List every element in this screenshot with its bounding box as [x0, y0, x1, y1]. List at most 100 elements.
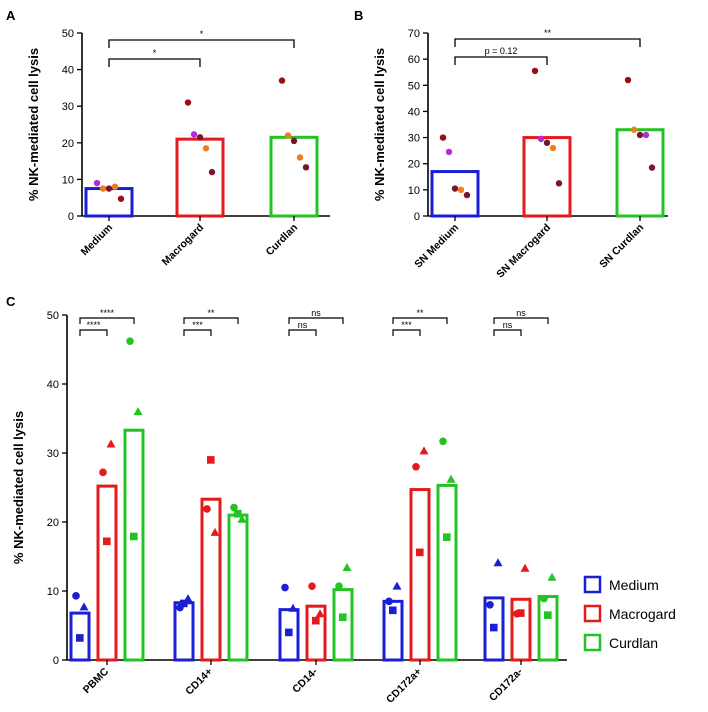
data-point [642, 131, 650, 139]
y-axis-title: % NK-mediated cell lysis [372, 48, 387, 201]
data-point [416, 548, 424, 557]
data-point [302, 164, 310, 171]
significance-label: **** [86, 320, 101, 330]
bar [200, 497, 222, 662]
data-point [439, 437, 447, 446]
bar [123, 428, 145, 662]
x-category-label: SN Medium [412, 222, 461, 271]
significance-bracket [493, 317, 549, 324]
x-category-label: CD172a+ [384, 666, 424, 706]
data-point [446, 474, 456, 483]
panel-c-label: C [6, 294, 16, 309]
data-point [630, 126, 638, 133]
legend: Medium Macrogard Curdlan [583, 575, 676, 652]
significance-label: ** [207, 308, 215, 318]
bar [510, 597, 532, 662]
data-point [284, 132, 292, 139]
data-point [544, 611, 552, 619]
data-point [79, 602, 89, 611]
data-point [176, 603, 184, 612]
data-point [234, 509, 242, 518]
y-tick-label: 20 [408, 159, 420, 171]
data-point [636, 131, 644, 139]
data-point [547, 572, 557, 581]
data-point [520, 563, 530, 572]
bar [269, 135, 319, 218]
data-point [463, 191, 471, 199]
significance-label: *** [192, 320, 203, 330]
data-point [106, 439, 116, 448]
data-point [419, 446, 429, 455]
legend-label-macrogard: Macrogard [609, 606, 676, 622]
data-point [412, 463, 420, 471]
data-point [202, 145, 210, 152]
significance-label: * [200, 29, 204, 39]
y-tick-label: 20 [62, 138, 74, 150]
legend-label-curdlan: Curdlan [609, 635, 658, 651]
data-point [445, 148, 453, 156]
significance-bracket [183, 317, 239, 324]
x-category-label: PBMC [81, 665, 112, 696]
significance-bracket [392, 317, 448, 324]
significance-bracket [288, 317, 344, 324]
data-point [117, 195, 125, 202]
data-point [385, 597, 393, 606]
significance-bracket [183, 329, 212, 336]
significance-label: * [153, 48, 157, 58]
legend-swatch-macrogard [583, 604, 602, 623]
y-tick-label: 30 [408, 133, 420, 145]
data-point [126, 337, 134, 346]
significance-bracket [108, 58, 201, 67]
data-point [130, 532, 138, 541]
significance-label: ns [503, 320, 513, 330]
data-point [335, 582, 343, 590]
data-point [180, 599, 188, 608]
data-point [281, 583, 289, 592]
data-point [230, 503, 238, 512]
data-point [513, 609, 521, 618]
significance-bracket [454, 38, 641, 47]
x-category-label: SN Curdlan [597, 222, 646, 271]
bar [483, 596, 505, 662]
y-tick-label: 0 [68, 211, 74, 223]
data-point [203, 505, 211, 513]
data-point [133, 407, 143, 416]
significance-bracket [392, 329, 421, 336]
y-tick-label: 30 [47, 448, 59, 460]
y-tick-label: 10 [408, 185, 420, 197]
bar [173, 601, 195, 662]
panel-c-chart: 0 10 20 30 40 50 % NK-mediated cell lysis PBMC C… [11, 308, 567, 706]
y-tick-label: 40 [408, 106, 420, 118]
bar [96, 484, 118, 662]
data-point [389, 606, 397, 615]
x-category-label: SN Macrogard [494, 222, 553, 281]
data-point [315, 609, 325, 618]
significance-label: ns [311, 308, 321, 318]
data-point [648, 164, 656, 171]
data-point [196, 134, 204, 141]
y-tick-label: 0 [53, 655, 59, 667]
data-point [486, 601, 494, 609]
data-point [493, 558, 503, 567]
significance-bracket [493, 329, 522, 336]
bar [227, 513, 249, 662]
data-point [93, 179, 101, 187]
y-axis-title: % NK-mediated cell lysis [11, 411, 26, 564]
y-tick-label: 50 [47, 310, 59, 322]
x-category-label: Macrogard [160, 222, 206, 268]
legend-label-medium: Medium [609, 577, 659, 593]
data-point [111, 183, 119, 190]
data-point [439, 134, 447, 141]
data-point [207, 456, 215, 464]
bar [436, 483, 458, 662]
y-tick-label: 0 [414, 211, 420, 223]
y-tick-label: 30 [62, 101, 74, 113]
data-point [72, 592, 80, 600]
data-point [296, 154, 304, 161]
data-point [285, 628, 293, 637]
data-point [517, 609, 525, 617]
y-tick-label: 10 [62, 174, 74, 186]
data-point [531, 67, 539, 75]
data-point [290, 137, 298, 145]
